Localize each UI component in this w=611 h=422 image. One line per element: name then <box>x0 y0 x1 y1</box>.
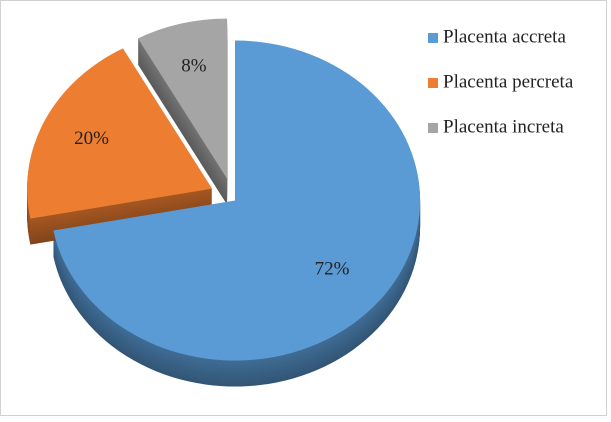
data-label: 72% <box>315 258 350 279</box>
legend-swatch <box>428 33 438 43</box>
slice <box>53 40 421 361</box>
legend-label: Placenta percreta <box>443 71 574 92</box>
slice <box>137 18 228 179</box>
data-label: 8% <box>181 55 207 76</box>
legend-swatch <box>428 78 438 88</box>
legend-label: Placenta increta <box>443 116 564 137</box>
data-label: 20% <box>74 128 109 149</box>
legend-label: Placenta accreta <box>443 26 566 47</box>
slice <box>27 48 213 219</box>
legend-swatch <box>428 123 438 133</box>
